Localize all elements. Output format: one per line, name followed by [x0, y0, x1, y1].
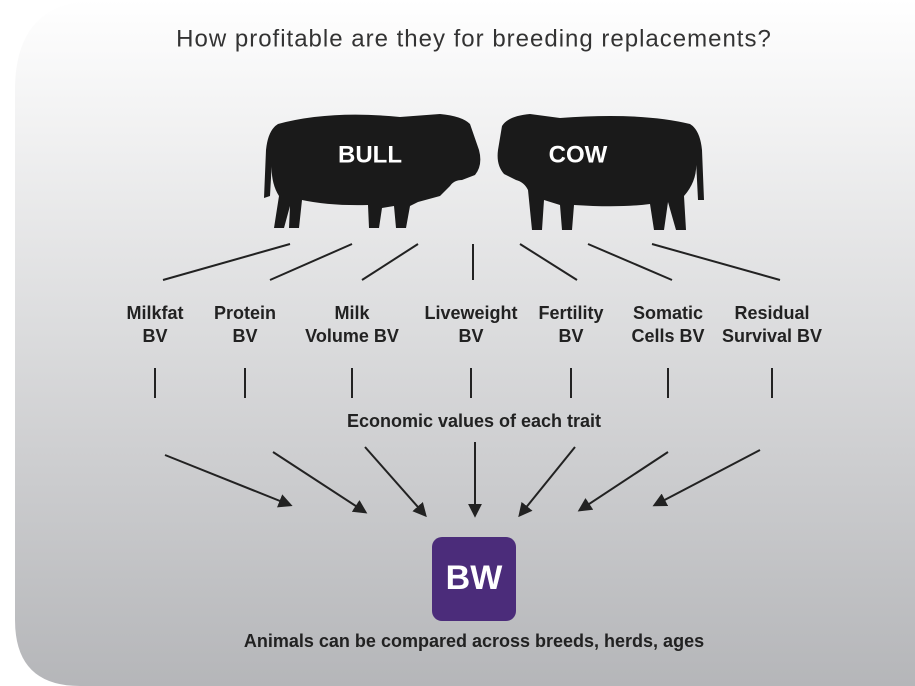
footer: Animals can be compared across breeds, h… [244, 631, 704, 651]
economic-values: Economic values of each trait [347, 411, 601, 431]
cow-label: COW [549, 141, 608, 168]
diagram: How profitable are they for breeding rep… [0, 0, 915, 686]
trait-label: Liveweight [424, 303, 517, 323]
page: How profitable are they for breeding rep… [0, 0, 915, 686]
trait-label: BV [232, 326, 257, 346]
trait-label: Cells BV [631, 326, 704, 346]
trait-label: Milkfat [126, 303, 183, 323]
trait-label: Somatic [633, 303, 703, 323]
trait-label: BV [142, 326, 167, 346]
trait-label: BV [458, 326, 483, 346]
trait-label: BV [558, 326, 583, 346]
bull-label: BULL [338, 141, 402, 168]
trait-label: Milk [334, 303, 370, 323]
trait-label: Survival BV [722, 326, 822, 346]
title: How profitable are they for breeding rep… [176, 25, 772, 52]
trait-label: Fertility [538, 303, 603, 323]
trait-label: Protein [214, 303, 276, 323]
trait-label: Volume BV [305, 326, 399, 346]
bw-label: BW [446, 559, 504, 597]
trait-label: Residual [734, 303, 809, 323]
